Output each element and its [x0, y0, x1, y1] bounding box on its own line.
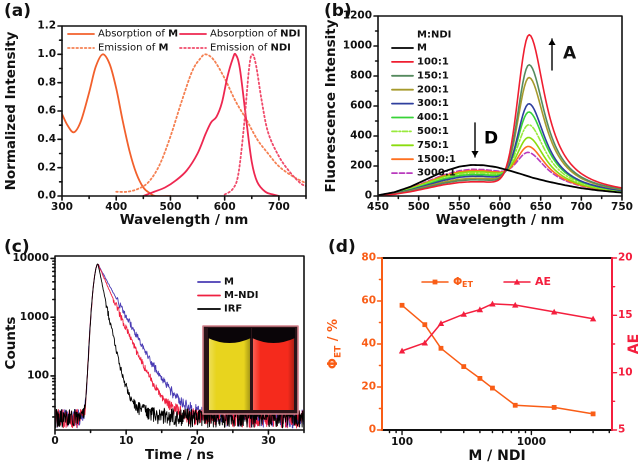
panel-d-chart — [320, 236, 641, 472]
panel-d-label: (d) — [328, 237, 356, 257]
panel-d: (d) — [320, 236, 641, 472]
panel-b-label: (b) — [324, 1, 352, 21]
panel-a-chart — [0, 0, 320, 236]
panel-c: (c) — [0, 236, 320, 472]
panel-a: (a) — [0, 0, 320, 236]
panel-a-label: (a) — [4, 1, 32, 21]
panel-b: (b) — [320, 0, 641, 236]
panel-c-chart — [0, 236, 320, 472]
panel-b-chart — [320, 0, 641, 236]
panel-c-label: (c) — [4, 237, 30, 257]
